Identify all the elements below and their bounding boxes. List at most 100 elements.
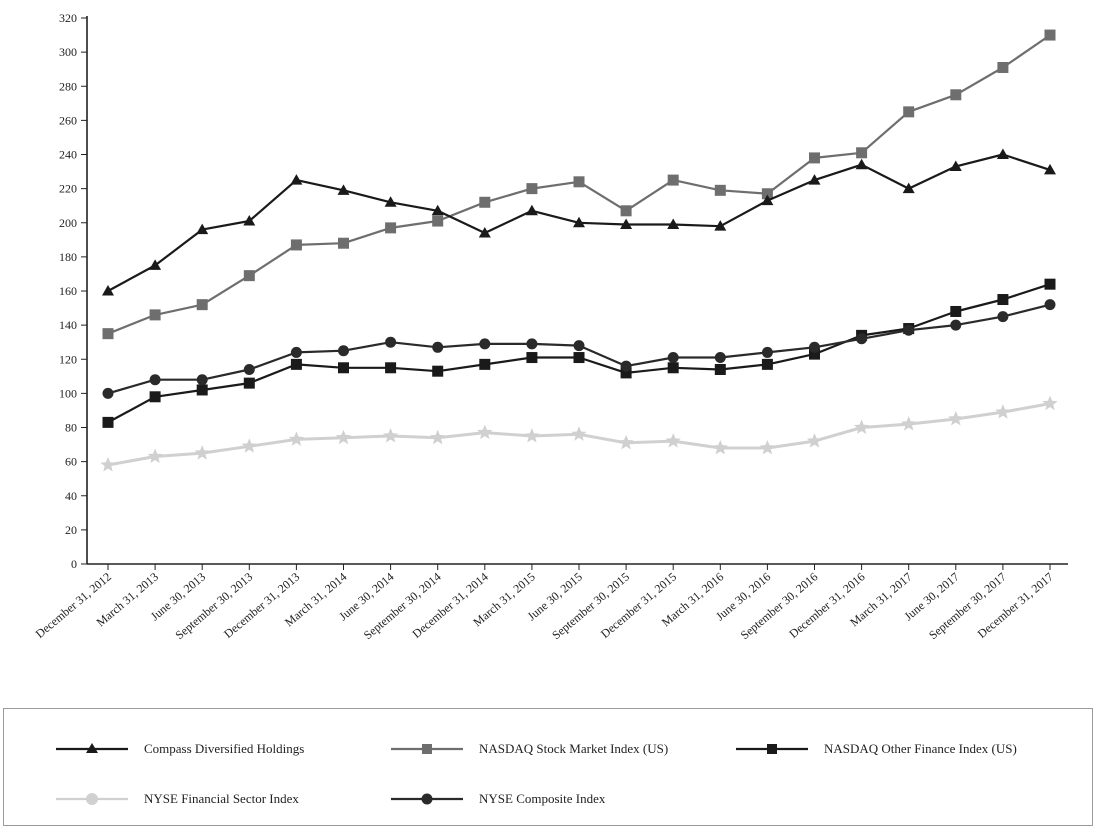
data-point: [383, 428, 399, 443]
data-point: [1044, 29, 1056, 41]
data-point: [620, 218, 633, 229]
y-tick-label: 220: [59, 182, 77, 196]
legend-item-2: NASDAQ Other Finance Index (US): [734, 737, 1017, 761]
data-point: [620, 360, 632, 372]
data-point: [102, 285, 114, 296]
x-tick-label: December 31, 2012: [33, 570, 114, 641]
data-point: [997, 294, 1009, 306]
y-tick-label: 280: [59, 79, 77, 93]
data-point: [337, 184, 350, 195]
data-point: [149, 309, 161, 321]
series-2: [102, 278, 1056, 428]
y-tick-label: 120: [59, 352, 77, 366]
data-point: [149, 374, 161, 386]
data-point: [290, 174, 303, 185]
data-point: [667, 174, 679, 186]
data-point: [714, 352, 726, 364]
data-point: [431, 204, 444, 216]
data-point: [288, 431, 304, 446]
data-point: [432, 341, 444, 353]
y-tick-label: 160: [59, 284, 77, 298]
data-point: [526, 352, 538, 364]
chart-legend: Compass Diversified Holdings NASDAQ Stoc…: [3, 708, 1093, 826]
legend-item-4: NYSE Composite Index: [389, 787, 605, 811]
line-chart: 0 20 40 60 80 100 120 140 160 180 200 220 240 260 280 3…: [33, 11, 1068, 642]
y-tick-label: 140: [59, 318, 77, 332]
data-point: [524, 428, 540, 443]
data-point: [147, 448, 163, 463]
data-point: [1044, 278, 1056, 290]
y-tick-label: 320: [59, 11, 77, 25]
data-point: [338, 362, 349, 374]
data-point: [243, 377, 255, 389]
data-point: [384, 196, 397, 207]
data-point: [808, 174, 821, 185]
legend-swatch-square: [736, 744, 808, 754]
legend-swatch-square: [391, 744, 463, 754]
data-point: [854, 419, 870, 434]
y-tick-label: 200: [59, 216, 77, 230]
data-point: [102, 328, 114, 340]
data-point: [903, 324, 915, 336]
legend-label: NASDAQ Other Finance Index (US): [824, 741, 1017, 756]
y-tick-label: 0: [71, 557, 77, 571]
data-point: [243, 270, 255, 282]
data-point: [573, 340, 585, 352]
data-point: [478, 226, 491, 238]
y-tick-label: 40: [65, 489, 77, 503]
data-point: [1042, 395, 1058, 411]
data-point: [902, 182, 915, 194]
y-tick-label: 240: [59, 148, 77, 162]
data-point: [856, 333, 868, 345]
data-point: [809, 152, 820, 164]
legend-label: NASDAQ Stock Market Index (US): [479, 741, 669, 756]
data-point: [950, 89, 962, 101]
data-point: [243, 363, 255, 375]
data-point: [385, 336, 397, 348]
legend-item-3: NYSE Financial Sector Index: [54, 787, 299, 811]
data-point: [196, 374, 208, 386]
series-0: [102, 148, 1056, 296]
data-point: [759, 440, 775, 455]
data-point: [338, 345, 349, 357]
legend-label: NYSE Composite Index: [479, 791, 606, 806]
series-1: [102, 29, 1056, 340]
data-point: [620, 367, 632, 379]
y-tick-label: 100: [59, 386, 77, 400]
data-point: [950, 305, 962, 317]
data-point: [997, 61, 1009, 73]
data-point: [761, 346, 773, 358]
series-3: [100, 395, 1058, 472]
data-point: [809, 341, 820, 353]
data-point: [620, 205, 632, 217]
chart-series-layer: [100, 29, 1058, 472]
data-point: [712, 440, 728, 455]
data-point: [855, 158, 868, 170]
data-point: [761, 358, 773, 370]
legend-swatch-triangle: [56, 743, 128, 753]
data-point: [996, 148, 1009, 159]
data-point: [290, 358, 302, 370]
data-point: [194, 445, 210, 460]
data-point: [997, 311, 1009, 323]
data-point: [714, 184, 726, 196]
data-point: [573, 352, 585, 364]
legend-item-0: Compass Diversified Holdings: [54, 737, 304, 761]
data-point: [196, 223, 209, 235]
data-point: [571, 426, 587, 441]
data-point: [432, 365, 444, 377]
y-tick-label: 260: [59, 113, 77, 127]
data-point: [479, 358, 491, 370]
y-tick-label: 180: [59, 250, 77, 264]
y-tick-label: 80: [65, 421, 77, 435]
legend-label: NYSE Financial Sector Index: [144, 791, 299, 806]
data-point: [290, 346, 302, 358]
data-point: [525, 204, 538, 216]
data-point: [100, 457, 116, 472]
data-point: [385, 362, 397, 374]
data-point: [665, 433, 681, 448]
data-point: [573, 176, 585, 188]
data-point: [667, 218, 680, 229]
data-point: [667, 352, 679, 364]
legend-swatch-star: [56, 793, 128, 805]
